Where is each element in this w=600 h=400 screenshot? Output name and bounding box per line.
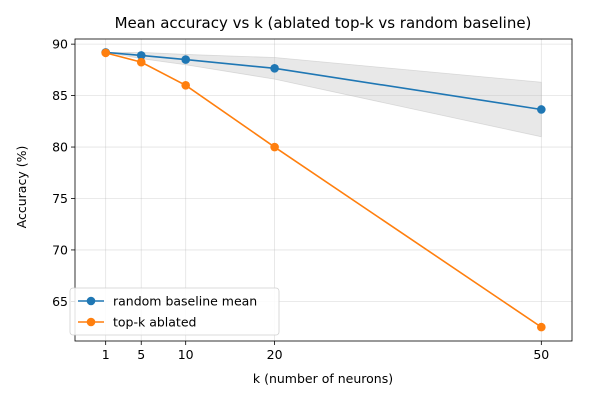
series-markers [101, 48, 546, 332]
x-tick-label: 5 [137, 347, 145, 362]
x-axis-label: k (number of neurons) [253, 371, 393, 386]
y-tick-label: 90 [52, 37, 68, 52]
data-point [136, 57, 146, 67]
y-axis-label: Accuracy (%) [14, 146, 29, 229]
plot-frame [74, 38, 573, 342]
legend: random baseline mean top-k ablated [69, 287, 280, 336]
y-tick-label: 75 [52, 191, 68, 206]
chart-title: Mean accuracy vs k (ablated top-k vs ran… [115, 14, 532, 32]
baseline-std-band [105, 51, 542, 138]
legend-label: top-k ablated [113, 315, 196, 330]
y-tick-label: 85 [52, 88, 68, 103]
y-tick-label: 70 [52, 242, 68, 257]
confidence-band [105, 51, 542, 138]
y-axis-ticks: 65 70 75 80 85 90 [52, 37, 75, 309]
data-point [537, 322, 546, 332]
legend-marker [86, 317, 96, 327]
x-tick-label: 50 [533, 347, 549, 362]
y-tick-label: 80 [52, 140, 68, 155]
legend-label: random baseline mean [113, 294, 257, 309]
x-tick-label: 10 [178, 347, 194, 362]
legend-marker [86, 296, 96, 306]
x-axis-ticks: 1 5 10 20 50 [102, 341, 549, 362]
data-point [181, 81, 190, 90]
y-tick-label: 65 [52, 294, 68, 309]
legend-box [69, 287, 280, 336]
data-point [270, 142, 279, 152]
data-point [101, 48, 110, 58]
data-point [537, 105, 546, 114]
x-tick-label: 20 [267, 347, 283, 362]
data-point [181, 55, 190, 64]
x-tick-label: 1 [102, 347, 110, 362]
data-point [136, 51, 146, 60]
data-point [270, 64, 279, 73]
